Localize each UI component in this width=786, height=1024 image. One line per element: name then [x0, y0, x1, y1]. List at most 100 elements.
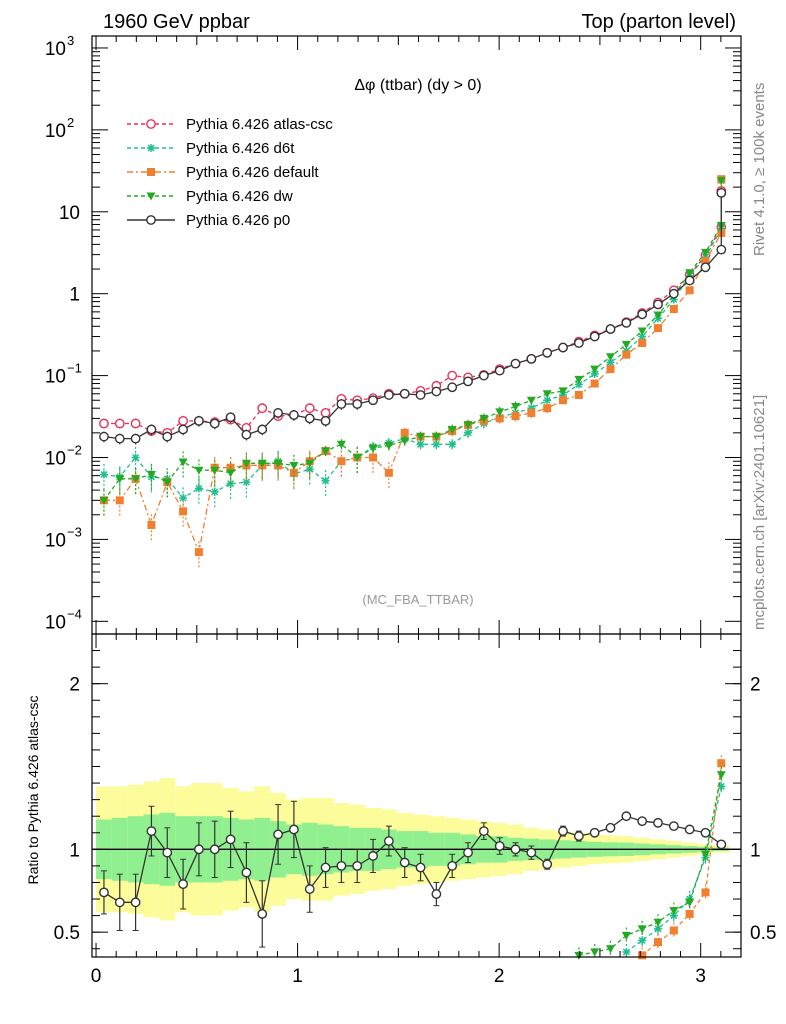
series-line [103, 192, 722, 440]
data-point [115, 496, 124, 505]
ratio-series-layer [99, 755, 727, 960]
side-label-mcplots: mcplots.cern.ch [arXiv:2401.10621] [751, 395, 768, 630]
data-point [400, 428, 409, 437]
y-tick-exponent: 2 [67, 115, 74, 130]
data-point [130, 433, 141, 444]
series-pythia-6-426-dw [99, 177, 726, 516]
data-point [114, 433, 125, 444]
data-point [574, 375, 584, 384]
data-point [178, 424, 189, 435]
ratio-data-point [368, 851, 378, 861]
ratio-data-point [685, 898, 695, 907]
legend-marker [146, 192, 156, 201]
data-point [431, 386, 442, 397]
y-tick-label: 10 [45, 612, 66, 633]
ratio-panel: 0.5 0.5 1 1 2 2 0 1 2 3 Ratio to Pythia 6.426 atl… [25, 633, 776, 987]
data-point [320, 408, 331, 418]
main-panel: Δφ (ttbar) (dy > 0) (MC_FBA_TTBAR) 10 −41… [45, 33, 742, 635]
y-tick-label: 1 [69, 285, 80, 306]
data-point [369, 453, 378, 462]
ratio-data-point [685, 909, 694, 918]
main-plot-title: Δφ (ttbar) (dy > 0) [354, 77, 481, 94]
data-point [701, 257, 710, 266]
data-point [526, 396, 536, 405]
data-point [226, 469, 236, 478]
ratio-data-point [653, 817, 663, 828]
ratio-data-point [638, 936, 647, 945]
ratio-axes: 0.5 0.5 1 1 2 2 0 1 2 3 [54, 633, 776, 987]
data-point [257, 459, 267, 468]
legend-entry-pythia-6-426-p0: Pythia 6.426 p0 [127, 212, 290, 229]
y-tick-label: 10 [59, 203, 80, 224]
data-point [179, 507, 188, 516]
main-series-layer [99, 175, 727, 568]
data-point [400, 437, 410, 446]
data-point [621, 340, 631, 349]
data-point [637, 309, 648, 320]
ratio-series-pythia-6-426-p0 [99, 800, 727, 948]
data-point [510, 358, 521, 369]
data-point [257, 403, 268, 414]
legend-label: Pythia 6.426 d6t [186, 140, 295, 157]
data-point [637, 327, 647, 336]
ratio-data-point [700, 850, 710, 859]
data-point [605, 324, 616, 334]
ratio-data-point [130, 897, 141, 908]
ratio-data-point [146, 826, 157, 837]
data-point [146, 424, 157, 435]
ratio-data-point [637, 816, 648, 827]
y-tick-label: 10 [45, 121, 66, 142]
data-point [527, 408, 536, 417]
ratio-data-point [320, 862, 331, 873]
ratio-data-point [669, 926, 678, 935]
data-point [99, 470, 108, 479]
data-point [305, 459, 315, 468]
data-point [590, 379, 599, 388]
data-point [178, 458, 188, 467]
x-tick-label: 3 [695, 966, 706, 987]
data-point [399, 388, 410, 399]
data-point [162, 431, 173, 442]
ratio-data-point [574, 951, 584, 960]
ratio-data-point [684, 824, 695, 835]
ratio-data-point [717, 759, 726, 768]
ratio-data-point [638, 951, 647, 960]
data-point [416, 440, 425, 449]
data-point [288, 410, 299, 420]
legend-entry-pythia-6-426-dw: Pythia 6.426 dw [127, 188, 293, 205]
data-point [511, 402, 521, 411]
data-point [669, 305, 678, 314]
ratio-data-point [510, 844, 521, 855]
y-tick-exponent: −4 [67, 606, 82, 621]
ratio-data-point [622, 948, 631, 957]
data-point [590, 365, 600, 374]
data-point [384, 468, 393, 477]
data-point [368, 444, 378, 453]
legend-label: Pythia 6.426 atlas-csc [186, 116, 333, 133]
ratio-data-point [621, 931, 631, 940]
data-point [114, 418, 125, 429]
data-point [210, 466, 220, 475]
data-point [304, 403, 315, 414]
data-point [701, 253, 710, 262]
data-point [178, 415, 189, 426]
ratio-data-point [654, 938, 663, 947]
data-point [463, 421, 473, 430]
ratio-data-point [558, 826, 568, 837]
ratio-data-point [573, 831, 584, 841]
ratio-data-point [463, 847, 473, 858]
data-point [130, 418, 141, 429]
data-point [447, 382, 458, 393]
x-tick-label: 2 [494, 966, 505, 987]
data-point [654, 324, 663, 333]
data-point [115, 475, 125, 484]
data-point [99, 431, 109, 442]
data-point [589, 331, 600, 342]
ratio-y-tick-label-left: 0.5 [54, 923, 80, 944]
data-point [131, 453, 140, 462]
ratio-data-point [654, 924, 663, 933]
data-point [273, 459, 283, 468]
data-point [194, 415, 204, 426]
data-point [242, 478, 251, 487]
ratio-data-point [241, 867, 252, 878]
